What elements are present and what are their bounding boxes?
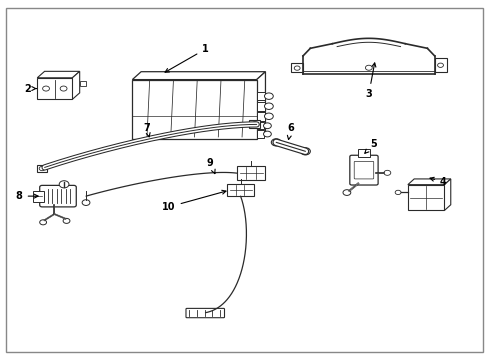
Text: 6: 6 <box>287 123 294 139</box>
Bar <box>37 78 72 99</box>
Bar <box>256 130 264 138</box>
Polygon shape <box>132 72 265 80</box>
Circle shape <box>264 93 273 99</box>
Circle shape <box>271 139 281 146</box>
Circle shape <box>63 219 70 224</box>
FancyBboxPatch shape <box>237 166 265 180</box>
Bar <box>37 165 47 172</box>
Bar <box>256 92 265 100</box>
Circle shape <box>263 131 271 137</box>
Bar <box>132 80 256 139</box>
Circle shape <box>294 66 300 70</box>
FancyBboxPatch shape <box>40 185 76 207</box>
Circle shape <box>42 86 49 91</box>
Circle shape <box>60 86 67 91</box>
Circle shape <box>300 148 310 155</box>
Circle shape <box>342 190 350 195</box>
Polygon shape <box>37 71 80 78</box>
Circle shape <box>383 170 390 175</box>
Polygon shape <box>72 71 80 99</box>
Bar <box>256 112 265 121</box>
Circle shape <box>437 63 443 67</box>
Circle shape <box>264 103 273 109</box>
Text: 3: 3 <box>365 63 375 99</box>
Circle shape <box>59 181 69 188</box>
Text: 5: 5 <box>364 139 376 153</box>
Text: 1: 1 <box>165 44 208 72</box>
Text: 7: 7 <box>143 123 150 137</box>
Text: 4: 4 <box>429 177 446 187</box>
Bar <box>256 102 265 111</box>
Polygon shape <box>407 179 450 185</box>
Polygon shape <box>434 58 446 72</box>
Bar <box>357 149 369 157</box>
Circle shape <box>264 113 273 120</box>
FancyBboxPatch shape <box>227 184 254 196</box>
Bar <box>256 122 264 129</box>
Text: 10: 10 <box>162 190 225 212</box>
Circle shape <box>263 123 271 129</box>
FancyBboxPatch shape <box>353 161 373 179</box>
Polygon shape <box>256 72 265 139</box>
FancyBboxPatch shape <box>185 309 224 318</box>
Text: 8: 8 <box>16 191 38 201</box>
Polygon shape <box>444 179 450 211</box>
FancyBboxPatch shape <box>349 155 377 185</box>
Text: 2: 2 <box>24 84 37 94</box>
Circle shape <box>394 190 400 194</box>
Circle shape <box>82 200 90 206</box>
Circle shape <box>251 122 257 126</box>
Circle shape <box>40 220 46 225</box>
Polygon shape <box>290 63 303 72</box>
Bar <box>407 185 444 211</box>
Bar <box>249 120 260 128</box>
Text: 9: 9 <box>206 158 215 174</box>
Circle shape <box>365 65 371 70</box>
Bar <box>80 81 85 86</box>
Bar <box>33 191 44 202</box>
Circle shape <box>39 166 45 171</box>
